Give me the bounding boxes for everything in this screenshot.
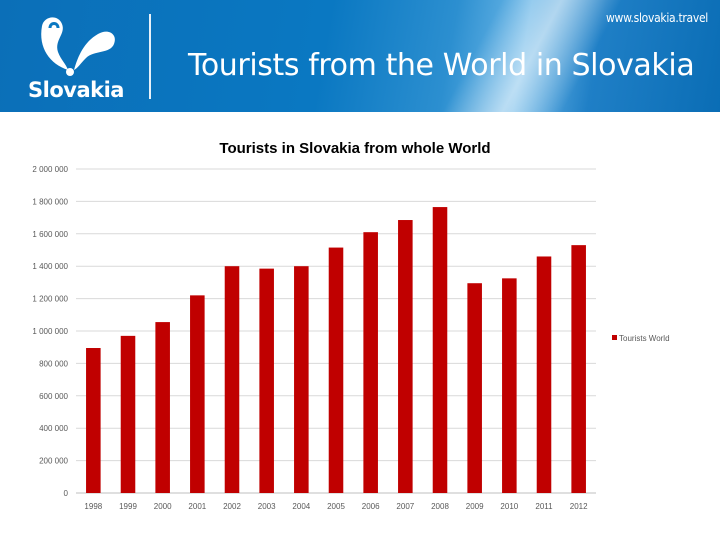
website-link[interactable]: www.slovakia.travel <box>606 11 708 25</box>
y-tick-label: 2 000 000 <box>32 165 68 174</box>
y-tick-label: 1 400 000 <box>32 262 68 271</box>
page-title: Tourists from the World in Slovakia <box>188 48 695 83</box>
x-tick-label: 2006 <box>362 502 380 511</box>
x-tick-label: 2001 <box>188 502 206 511</box>
bar-2000 <box>155 322 170 493</box>
bar-2004 <box>294 266 309 493</box>
bar-2012 <box>571 245 586 493</box>
y-tick-label: 1 000 000 <box>32 327 68 336</box>
bar-2003 <box>259 268 274 493</box>
x-tick-label: 2007 <box>396 502 414 511</box>
bar-2007 <box>398 220 413 493</box>
bar-2006 <box>363 232 378 493</box>
x-tick-label: 2004 <box>292 502 310 511</box>
x-tick-label: 2010 <box>500 502 518 511</box>
x-tick-label: 1998 <box>84 502 102 511</box>
bar-2005 <box>328 247 344 493</box>
chart-title: Tourists in Slovakia from whole World <box>219 140 490 157</box>
y-tick-label: 600 000 <box>39 392 68 401</box>
butterfly-icon <box>41 17 115 76</box>
x-tick-label: 2008 <box>431 502 449 511</box>
header-banner: Slovakia www.slovakia.travel Tourists fr… <box>0 0 720 112</box>
bar-2011 <box>536 256 552 493</box>
bar-1998 <box>86 348 101 493</box>
brand-name: Slovakia <box>28 78 124 102</box>
y-tick-label: 1 200 000 <box>32 295 68 304</box>
x-tick-label: 2002 <box>223 502 241 511</box>
slovakia-logo: Slovakia <box>28 12 124 104</box>
y-tick-label: 0 <box>64 489 69 498</box>
x-tick-label: 2000 <box>154 502 172 511</box>
bar-2010 <box>502 278 517 493</box>
x-tick-label: 2011 <box>535 502 553 511</box>
x-tick-label: 2005 <box>327 502 345 511</box>
bar-2008 <box>432 207 448 493</box>
bar-chart: Tourists in Slovakia from whole World 0 20… <box>32 140 670 511</box>
bar-1999 <box>120 335 136 493</box>
x-tick-label: 2009 <box>466 502 484 511</box>
y-tick-label: 1 600 000 <box>32 230 68 239</box>
x-tick-label: 1999 <box>119 502 137 511</box>
chart-area: Tourists in Slovakia from whole World 0 20… <box>0 112 720 540</box>
legend-swatch <box>612 335 617 340</box>
header-divider <box>149 14 151 99</box>
y-tick-label: 800 000 <box>39 359 68 368</box>
x-tick-label: 2012 <box>570 502 588 511</box>
bar-2009 <box>467 283 482 493</box>
y-tick-label: 400 000 <box>39 424 68 433</box>
bar-2001 <box>190 295 205 493</box>
y-tick-label: 200 000 <box>39 457 68 466</box>
legend-label: Tourists World <box>619 334 670 343</box>
bar-2002 <box>224 266 240 493</box>
y-tick-label: 1 800 000 <box>32 197 68 206</box>
x-tick-label: 2003 <box>258 502 276 511</box>
